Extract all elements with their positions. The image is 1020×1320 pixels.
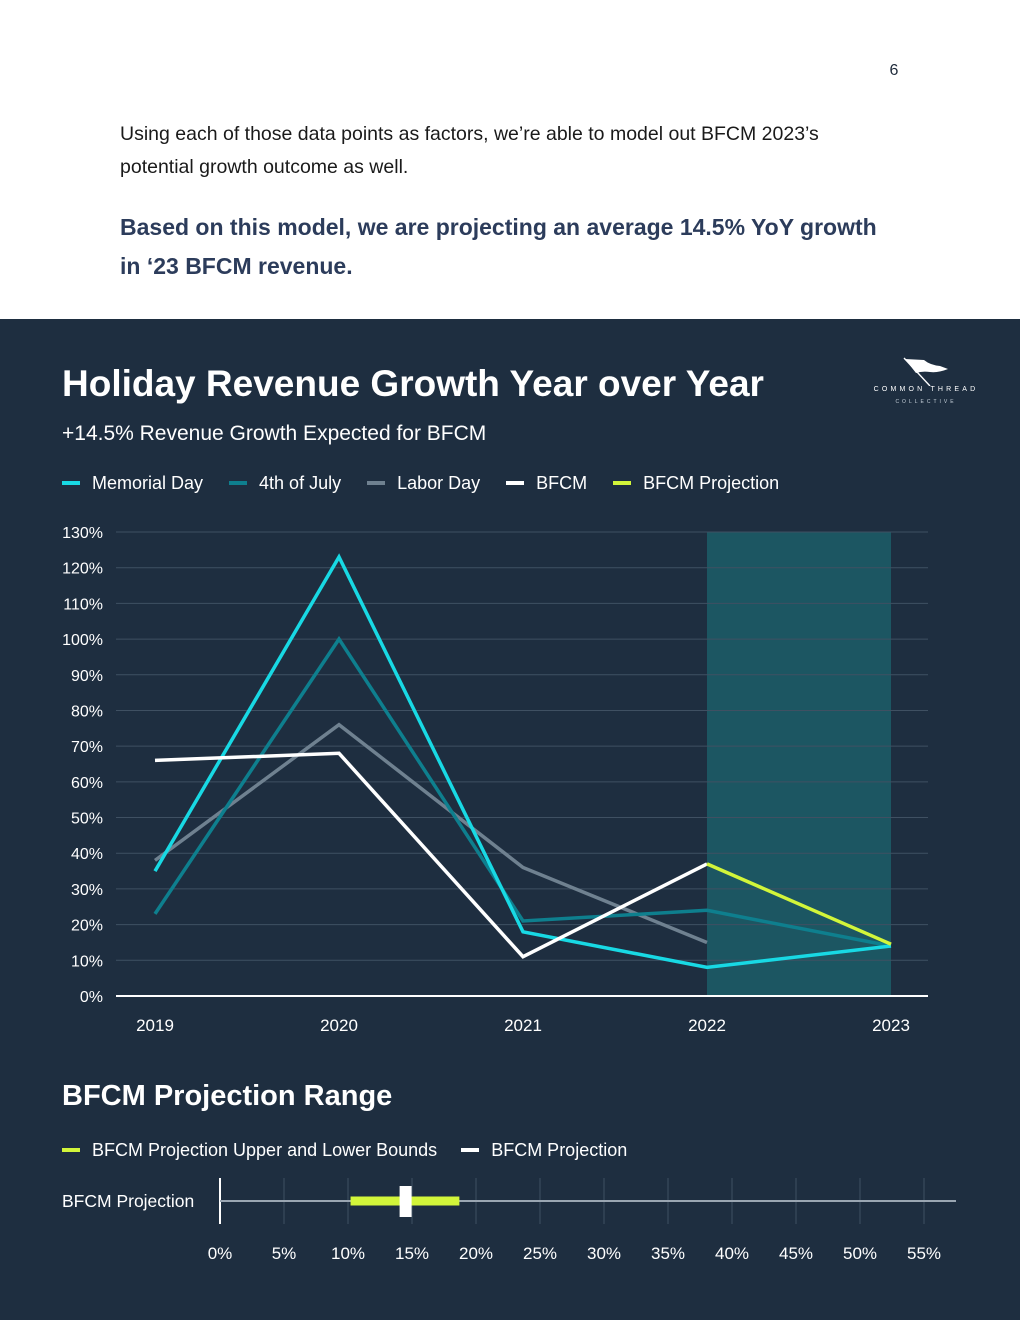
range-tick-label: 35% [651,1244,685,1263]
y-tick-label: 40% [71,846,103,863]
y-tick-label: 10% [71,953,103,970]
chart-title: Holiday Revenue Growth Year over Year [62,363,764,404]
range-tick-label: 5% [272,1244,297,1263]
intro-paragraph: Using each of those data points as facto… [120,123,819,178]
legend-swatch-4th-of-july [229,481,248,485]
highlight-paragraph: Based on this model, we are projecting a… [120,214,877,279]
range-category-label: BFCM Projection [62,1191,194,1211]
legend-swatch-bfcm [506,481,525,485]
y-tick-label: 70% [71,739,103,756]
y-tick-label: 100% [62,632,103,649]
highlight-band [707,532,891,996]
series-line-memorial-day [153,553,892,970]
y-tick-label: 0% [80,989,103,1006]
series-line-bfcm-projection [706,862,892,946]
range-tick-label: 0% [208,1244,233,1263]
y-tick-label: 60% [71,775,103,792]
page-number: 6 [889,62,899,79]
range-tick-label: 40% [715,1244,749,1263]
x-tick-label: 2023 [872,1016,910,1035]
range-tick-label: 10% [331,1244,365,1263]
legend-item-bfcm-projection: BFCM Projection [613,473,779,494]
y-tick-label: 50% [71,811,103,828]
legend-swatch-bfcm-projection [613,481,632,485]
range-legend: BFCM Projection Upper and Lower Bounds B… [62,1137,651,1163]
series-line-4th-of-july [153,635,892,948]
range-tick-label: 25% [523,1244,557,1263]
x-tick-label: 2019 [136,1016,174,1035]
legend-item-projection: BFCM Projection [461,1140,627,1161]
legend-label: Labor Day [397,472,481,493]
range-title: BFCM Projection Range [62,1080,393,1112]
legend-item-bfcm: BFCM [506,473,587,494]
y-tick-label: 20% [71,918,103,935]
chart-legend: Memorial Day 4th of July Labor Day BFCM … [62,470,805,496]
series-line-labor-day [153,722,708,945]
legend-item-labor-day: Labor Day [367,473,480,494]
chart-subtitle: +14.5% Revenue Growth Expected for BFCM [62,422,487,445]
series-line-bfcm [154,751,708,959]
y-tick-label: 110% [63,596,103,613]
x-tick-label: 2022 [688,1016,726,1035]
y-tick-label: 90% [71,668,103,685]
range-tick-label: 50% [843,1244,877,1263]
y-tick-label: 130% [62,525,103,542]
y-tick-label: 120% [62,561,103,578]
legend-swatch-labor-day [367,481,386,485]
range-tick-label: 45% [779,1244,813,1263]
range-tick-label: 30% [587,1244,621,1263]
range-chart: BFCM Projection 0% 5% 10% 15% 20% 25% 30% 35% 40%… [62,1178,956,1263]
legend-label: BFCM [536,472,588,493]
projection-marker [399,1186,412,1217]
legend-swatch-bounds [62,1148,80,1152]
legend-swatch-projection [461,1148,480,1152]
logo-name: COMMON THREAD [873,386,979,393]
common-thread-logo: COMMON THREAD COLLECTIVE [868,356,984,410]
legend-item-memorial-day: Memorial Day [62,473,203,494]
range-tick-label: 15% [395,1244,429,1263]
y-tick-label: 30% [71,882,103,899]
logo-subname: COLLECTIVE [895,399,957,405]
legend-label: BFCM Projection Upper and Lower Bounds [92,1139,438,1160]
flag-icon [903,357,948,387]
range-tick-label: 20% [459,1244,493,1263]
legend-label: BFCM Projection [491,1139,628,1160]
legend-swatch-memorial-day [62,481,80,485]
legend-label: BFCM Projection [643,472,780,493]
y-tick-label: 80% [71,703,103,720]
legend-item-4th-of-july: 4th of July [229,473,341,494]
legend-label: Memorial Day [92,472,204,493]
legend-label: 4th of July [259,472,342,493]
legend-item-bounds: BFCM Projection Upper and Lower Bounds [62,1140,437,1161]
x-tick-label: 2021 [504,1016,542,1035]
line-chart: 0% 10% 20% 30% 40% 50% 60% 70% 80% 90% 100% 110% 120… [62,525,928,1035]
range-tick-label: 55% [907,1244,941,1263]
x-tick-label: 2020 [320,1016,358,1035]
